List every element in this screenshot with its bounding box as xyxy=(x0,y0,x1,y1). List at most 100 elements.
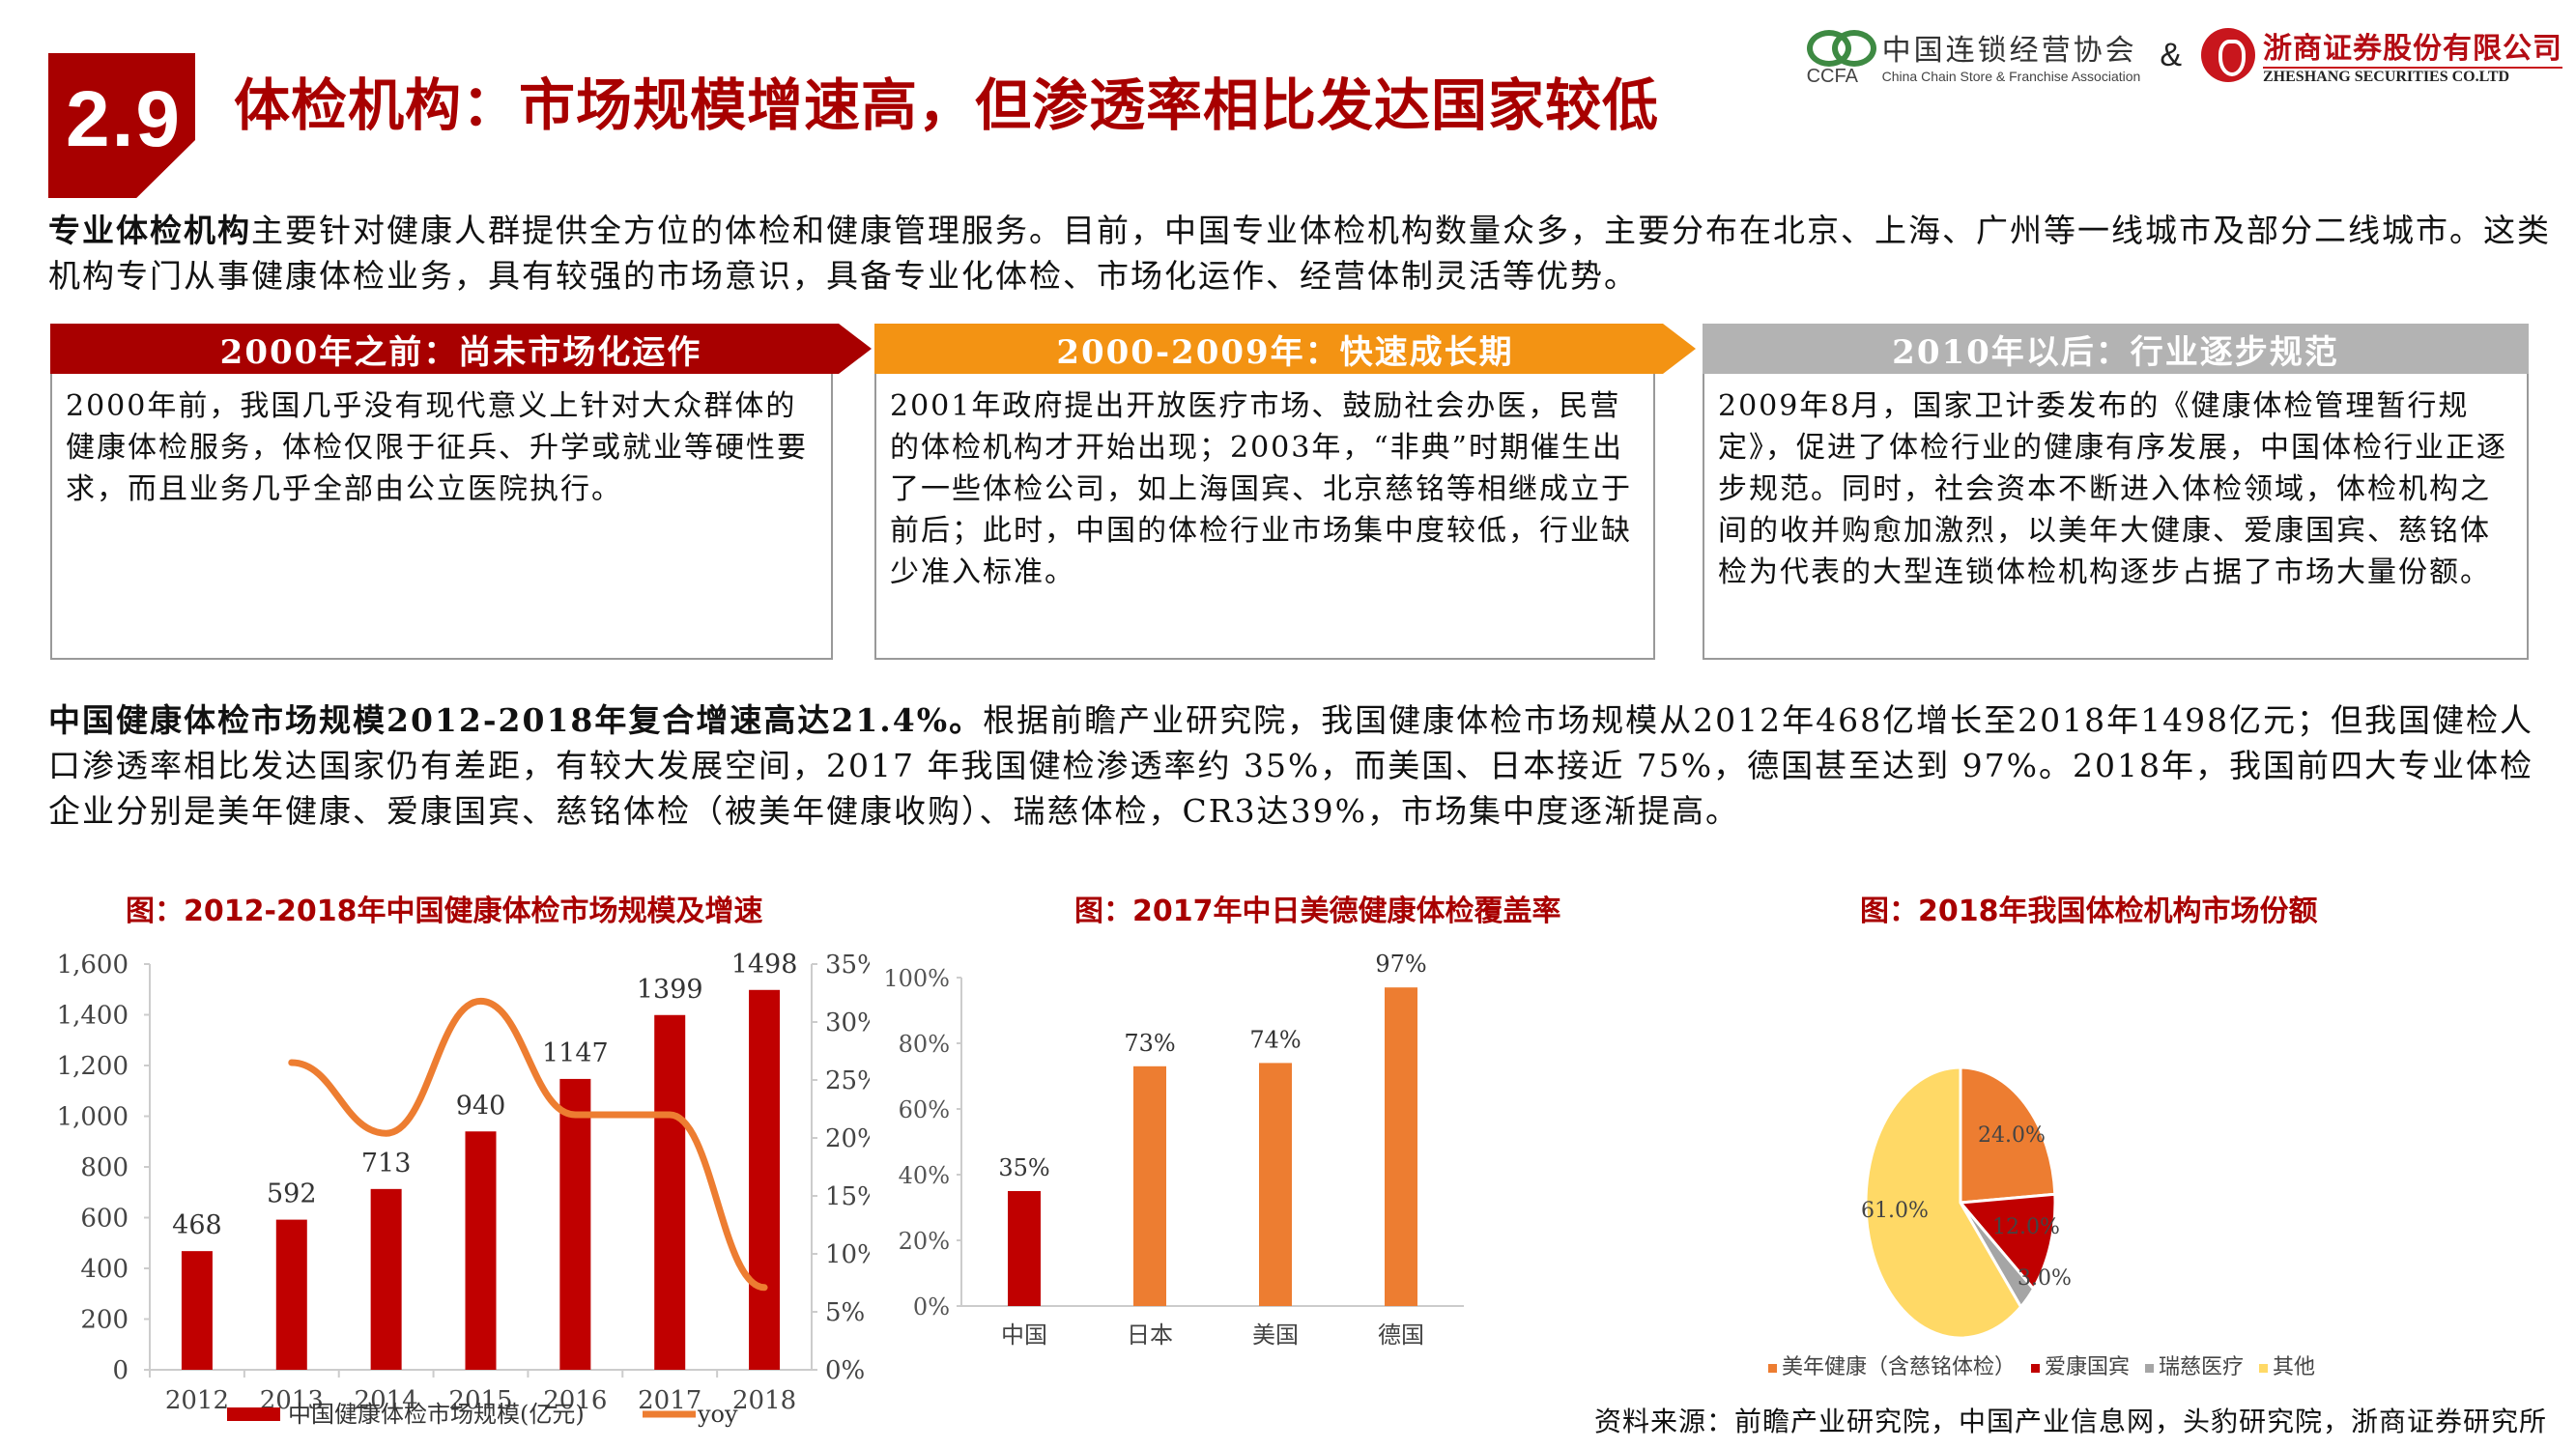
svg-text:yoy: yoy xyxy=(697,1401,738,1428)
svg-text:468: 468 xyxy=(172,1210,222,1240)
svg-text:592: 592 xyxy=(267,1179,317,1209)
market-paragraph: 中国健康体检市场规模2012-2018年复合增速高达21.4%。根据前瞻产业研究… xyxy=(48,697,2561,834)
zheshang-name-en: ZHESHANG SECURITIES CO.LTD xyxy=(2263,69,2510,85)
svg-text:中国健康体检市场规模(亿元): 中国健康体检市场规模(亿元) xyxy=(288,1401,585,1428)
svg-text:0%: 0% xyxy=(913,1293,950,1321)
chart1-data-labels: 468 592 713 940 1147 1399 1498 xyxy=(172,950,797,1240)
page-title: 体检机构：市场规模增速高，但渗透率相比发达国家较低 xyxy=(234,72,1660,138)
bar-2018 xyxy=(749,989,781,1370)
svg-text:10%: 10% xyxy=(825,1240,870,1269)
phase-heading-1: 2000年之前：尚未市场化运作 xyxy=(50,324,872,374)
svg-text:60%: 60% xyxy=(899,1096,950,1123)
svg-text:1498: 1498 xyxy=(731,950,798,980)
section-number-badge: 2.9 xyxy=(48,53,195,198)
svg-text:15%: 15% xyxy=(825,1182,870,1211)
svg-text:0%: 0% xyxy=(825,1356,865,1385)
yoy-line xyxy=(288,997,768,1292)
svg-text:940: 940 xyxy=(456,1091,506,1121)
svg-text:瑞慈医疗: 瑞慈医疗 xyxy=(2159,1355,2244,1379)
svg-text:713: 713 xyxy=(361,1149,412,1179)
svg-text:其他: 其他 xyxy=(2273,1355,2315,1379)
phase-heading-3: 2010年以后：行业逐步规范 xyxy=(1703,324,2529,374)
svg-text:1,200: 1,200 xyxy=(57,1052,129,1081)
market-share-pie: 24.0% 12.0% 3.0% 61.0% 美年健康（含慈铭体检） 爱康国宾 瑞慈医疗 其他 xyxy=(1768,1065,2315,1379)
svg-text:美年健康（含慈铭体检）: 美年健康（含慈铭体检） xyxy=(1782,1355,2016,1379)
svg-text:0: 0 xyxy=(112,1356,129,1385)
svg-text:2014: 2014 xyxy=(355,1386,418,1415)
svg-text:5%: 5% xyxy=(825,1298,865,1327)
market-bold-lead: 中国健康体检市场规模2012-2018年复合增速高达21.4%。 xyxy=(48,701,984,739)
svg-text:20%: 20% xyxy=(825,1124,870,1153)
svg-text:200: 200 xyxy=(80,1306,129,1335)
chart1-title: 图：2012-2018年中国健康体检市场规模及增速 xyxy=(126,895,763,928)
section-number: 2.9 xyxy=(66,75,182,163)
svg-text:400: 400 xyxy=(80,1255,129,1284)
svg-text:日本: 日本 xyxy=(1127,1321,1173,1349)
svg-text:100%: 100% xyxy=(883,965,950,992)
ccfa-logo: CCFA 中国连锁经营协会 China Chain Store & Franch… xyxy=(1806,26,2141,87)
chart1-legend: 中国健康体检市场规模(亿元) yoy xyxy=(227,1401,738,1428)
pie-slice-0 xyxy=(1959,1065,2057,1205)
svg-text:1399: 1399 xyxy=(637,975,703,1005)
bar-2015 xyxy=(465,1131,497,1370)
svg-text:600: 600 xyxy=(80,1205,129,1234)
zheshang-logo-icon xyxy=(2201,28,2255,82)
svg-text:1,000: 1,000 xyxy=(57,1103,129,1132)
bar-日本 xyxy=(1133,1065,1166,1306)
intro-bold-lead: 专业体检机构 xyxy=(48,212,251,249)
phase-heading-2: 2000-2009年：快速成长期 xyxy=(874,324,1696,374)
pie-slice-3 xyxy=(1864,1065,2023,1340)
source-note: 资料来源：前瞻产业研究院，中国产业信息网，头豹研究院，浙商证券研究所 xyxy=(1593,1406,2547,1437)
svg-text:35%: 35% xyxy=(998,1154,1049,1181)
bar-2013 xyxy=(275,1219,307,1370)
market-text: 根据前瞻产业研究院，我国健康体检市场规模从2012年468亿增长至2018年14… xyxy=(48,701,2534,830)
phase-text-3: 2009年8月，国家卫计委发布的《健康体检管理暂行规定》，促进了体检行业的健康有… xyxy=(1703,374,2529,660)
ccfa-name-en: China Chain Store & Franchise Associatio… xyxy=(1881,69,2141,84)
svg-text:1,600: 1,600 xyxy=(57,951,129,980)
svg-text:3.0%: 3.0% xyxy=(2018,1266,2072,1291)
ccfa-name-cn: 中国连锁经营协会 xyxy=(1881,34,2137,68)
phase-text-2: 2001年政府提出开放医疗市场、鼓励社会办医，民营的体检机构才开始出现；2003… xyxy=(874,374,1655,660)
svg-text:2012: 2012 xyxy=(165,1386,229,1415)
svg-text:德国: 德国 xyxy=(1378,1321,1424,1349)
svg-text:2017: 2017 xyxy=(638,1386,701,1415)
chart1-axes: 0 200 400 600 800 1,000 1,200 1,400 1,600 0% 5% 10%… xyxy=(57,951,870,1415)
svg-text:25%: 25% xyxy=(825,1066,870,1095)
svg-text:80%: 80% xyxy=(899,1031,950,1058)
svg-text:24.0%: 24.0% xyxy=(1978,1123,2046,1148)
intro-text: 主要针对健康人群提供全方位的体检和健康管理服务。目前，中国专业体检机构数量众多，… xyxy=(48,212,2551,295)
market-size-chart: 0 200 400 600 800 1,000 1,200 1,400 1,600 0% 5% 10%… xyxy=(57,950,870,1428)
bar-2016 xyxy=(559,1078,591,1370)
svg-text:800: 800 xyxy=(80,1153,129,1182)
svg-text:20%: 20% xyxy=(899,1228,950,1255)
chart1-bars xyxy=(181,989,781,1370)
header-logos: CCFA 中国连锁经营协会 China Chain Store & Franch… xyxy=(1806,21,2562,89)
chart3-body: 24.0% 12.0% 3.0% 61.0% 美年健康（含慈铭体检） 爱康国宾 瑞慈医疗 其他 xyxy=(1768,1065,2315,1379)
svg-text:61.0%: 61.0% xyxy=(1861,1199,1929,1223)
zheshang-name-cn: 浙商证券股份有限公司 xyxy=(2263,24,2562,69)
svg-text:30%: 30% xyxy=(825,1009,870,1037)
svg-text:爱康国宾: 爱康国宾 xyxy=(2045,1355,2130,1379)
ampersand: & xyxy=(2160,36,2182,73)
svg-text:40%: 40% xyxy=(899,1162,950,1189)
svg-text:美国: 美国 xyxy=(1252,1321,1299,1349)
svg-text:中国: 中国 xyxy=(1001,1321,1047,1349)
bar-德国 xyxy=(1385,987,1417,1306)
chart2-body: 0% 20% 40% 60% 80% 100% 35% 中国 73% 日本 74% 美国 97% 德国 xyxy=(883,951,1464,1349)
svg-text:97%: 97% xyxy=(1375,951,1426,978)
ccfa-logo-icon: CCFA xyxy=(1806,26,1876,87)
bar-2014 xyxy=(370,1188,402,1370)
svg-text:73%: 73% xyxy=(1124,1030,1175,1057)
coverage-rate-chart: 0% 20% 40% 60% 80% 100% 35% 中国 73% 日本 74% 美国 97% 德国 xyxy=(883,951,1464,1349)
bar-美国 xyxy=(1259,1063,1292,1306)
bar-2017 xyxy=(654,1014,686,1370)
bar-中国 xyxy=(1008,1191,1041,1306)
svg-text:2018: 2018 xyxy=(732,1386,796,1415)
svg-text:12.0%: 12.0% xyxy=(1992,1215,2060,1239)
svg-text:1,400: 1,400 xyxy=(57,1002,129,1031)
svg-text:2016: 2016 xyxy=(543,1386,607,1415)
intro-paragraph: 专业体检机构主要针对健康人群提供全方位的体检和健康管理服务。目前，中国专业体检机… xyxy=(48,208,2561,298)
svg-text:1147: 1147 xyxy=(542,1038,609,1068)
phase-text-1: 2000年前，我国几乎没有现代意义上针对大众群体的健康体检服务，体检仅限于征兵、… xyxy=(50,374,833,660)
bar-2012 xyxy=(181,1251,213,1370)
